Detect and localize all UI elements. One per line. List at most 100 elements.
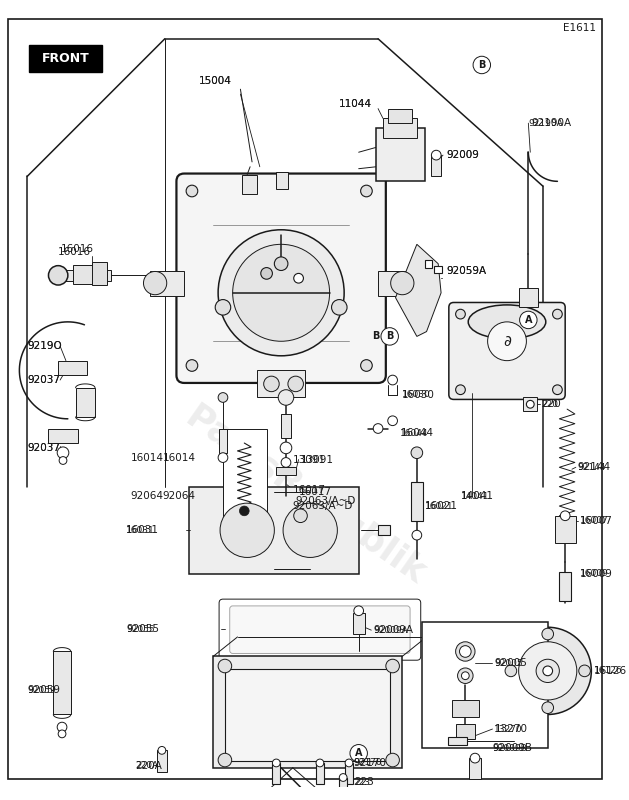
Text: 16044: 16044	[401, 429, 429, 438]
Circle shape	[218, 754, 231, 767]
Text: 16031: 16031	[126, 526, 159, 535]
Bar	[272, 763, 280, 784]
Text: 16007: 16007	[580, 516, 608, 525]
Bar	[555, 516, 576, 543]
Text: 92009A: 92009A	[373, 626, 408, 634]
Circle shape	[560, 511, 570, 521]
Text: 13270: 13270	[494, 725, 523, 734]
Text: B: B	[386, 331, 393, 342]
Bar	[189, 486, 359, 574]
Circle shape	[455, 385, 465, 394]
Text: 13091: 13091	[301, 454, 333, 465]
Circle shape	[542, 628, 554, 640]
Text: 13270: 13270	[494, 724, 527, 734]
Bar	[276, 467, 296, 475]
Text: 92190A: 92190A	[528, 118, 563, 128]
Bar	[455, 724, 475, 738]
Bar	[431, 155, 441, 177]
Text: ∂: ∂	[503, 334, 511, 349]
Circle shape	[345, 759, 353, 767]
Text: 16031: 16031	[126, 526, 155, 534]
Bar	[378, 526, 390, 535]
Text: 92144: 92144	[578, 462, 606, 472]
Circle shape	[143, 271, 167, 294]
Bar	[376, 128, 425, 182]
Text: 16126: 16126	[594, 666, 627, 676]
Text: 92005: 92005	[494, 658, 523, 668]
Text: 92037: 92037	[27, 443, 60, 453]
Bar	[339, 778, 347, 795]
Text: B: B	[478, 60, 486, 70]
Circle shape	[218, 393, 228, 402]
Circle shape	[387, 661, 398, 671]
Text: 92063/A~D: 92063/A~D	[296, 496, 356, 506]
Circle shape	[264, 376, 279, 392]
Text: E1611: E1611	[563, 23, 596, 34]
Circle shape	[158, 746, 166, 754]
Text: 92037: 92037	[27, 375, 60, 385]
Circle shape	[220, 503, 274, 558]
Bar	[58, 361, 87, 375]
Bar	[523, 398, 537, 411]
Text: 16126: 16126	[594, 666, 623, 675]
Text: PartsRepublik: PartsRepublik	[179, 401, 432, 592]
Circle shape	[220, 661, 230, 671]
Circle shape	[360, 360, 372, 371]
Circle shape	[272, 759, 280, 767]
Bar	[48, 429, 77, 443]
Text: A: A	[525, 315, 532, 325]
Bar	[378, 271, 407, 296]
Text: 16030: 16030	[403, 390, 435, 399]
Bar	[434, 266, 442, 274]
Text: 92064: 92064	[131, 491, 164, 502]
Circle shape	[412, 530, 421, 540]
Bar	[257, 370, 305, 398]
Circle shape	[387, 755, 398, 765]
Circle shape	[504, 627, 591, 714]
Text: 16009: 16009	[580, 570, 608, 578]
Text: 14041: 14041	[460, 491, 494, 502]
Text: 220: 220	[541, 399, 560, 410]
Bar	[469, 758, 481, 779]
Circle shape	[526, 400, 534, 408]
Circle shape	[552, 310, 562, 319]
Text: 16021: 16021	[425, 501, 458, 511]
Text: 16016: 16016	[58, 247, 91, 257]
Bar	[225, 669, 390, 761]
Circle shape	[386, 754, 399, 767]
Circle shape	[542, 702, 554, 714]
Text: 11044: 11044	[339, 98, 372, 109]
Text: 9219O: 9219O	[27, 341, 62, 351]
Bar	[452, 700, 479, 718]
Text: 223: 223	[354, 778, 374, 787]
Circle shape	[48, 266, 68, 285]
Text: 16014: 16014	[163, 453, 196, 462]
Circle shape	[457, 668, 473, 683]
Circle shape	[186, 360, 198, 371]
Text: 16009: 16009	[580, 569, 613, 579]
Text: 92190A: 92190A	[532, 118, 571, 128]
Circle shape	[579, 665, 591, 677]
Text: 16016: 16016	[61, 244, 94, 254]
Circle shape	[411, 447, 423, 458]
Bar	[425, 260, 432, 267]
Circle shape	[240, 506, 249, 516]
Circle shape	[543, 666, 552, 676]
Circle shape	[520, 311, 537, 329]
Circle shape	[288, 376, 303, 392]
Text: 11044: 11044	[339, 98, 372, 109]
Circle shape	[470, 754, 480, 763]
Circle shape	[294, 274, 303, 283]
Circle shape	[339, 774, 347, 782]
Text: 220A: 220A	[136, 762, 159, 770]
Circle shape	[552, 385, 562, 394]
Circle shape	[431, 150, 441, 160]
Text: 92009: 92009	[446, 150, 479, 160]
Bar	[411, 482, 423, 521]
Circle shape	[218, 230, 344, 356]
Text: 92005: 92005	[494, 658, 527, 668]
Circle shape	[373, 424, 383, 434]
Text: 16007: 16007	[580, 516, 613, 526]
Text: 92055: 92055	[126, 625, 155, 634]
Circle shape	[218, 659, 231, 673]
